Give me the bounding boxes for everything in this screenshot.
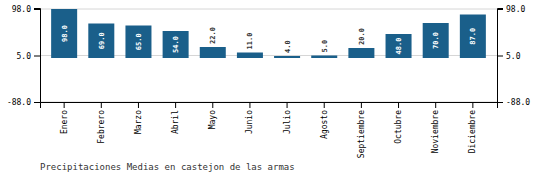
x-tick: Marzo <box>134 102 143 134</box>
grid <box>40 9 497 102</box>
tick-label: Diciembre <box>468 110 477 154</box>
tick-mark <box>34 56 40 57</box>
bar <box>386 34 412 58</box>
bar <box>51 9 77 58</box>
tick-label: Junio <box>245 110 254 134</box>
data-label: 65.0 <box>135 33 143 50</box>
x-tick: Octubre <box>394 102 403 144</box>
bar <box>311 56 337 59</box>
data-label: 11.0 <box>246 33 254 50</box>
title: Precipitaciones Medias en castejon de la… <box>40 162 295 172</box>
tick-label: -88.0 <box>506 98 530 107</box>
x-tick: Diciembre <box>468 102 477 153</box>
tick-mark <box>101 102 102 108</box>
y-tick: 5.0 <box>17 52 40 61</box>
axis-line <box>41 103 498 109</box>
bar <box>88 24 114 59</box>
data-label: 48.0 <box>395 38 403 55</box>
data-label: 5.0 <box>321 40 329 53</box>
axis-line <box>498 9 504 103</box>
grid-line <box>40 9 497 10</box>
tick-label: Septiembre <box>357 110 366 158</box>
tick-mark <box>324 102 325 108</box>
tick-mark <box>34 102 40 103</box>
y-axis: -88.0 5.0 98.0 <box>7 5 41 107</box>
tick-label: Mayo <box>208 110 217 129</box>
bar <box>125 26 151 59</box>
data-label: 70.0 <box>432 32 440 49</box>
y2-axis: -88.0 5.0 98.0 <box>497 5 530 107</box>
tick-mark <box>497 56 503 57</box>
x-tick: Agosto <box>320 102 329 139</box>
chart: 98.0 69.0 65.0 54.0 22.0 11.0 4.0 5.0 20.0 48.0 70… <box>0 0 537 174</box>
tick-label: Noviembre <box>431 110 440 154</box>
x-tick: Noviembre <box>431 102 440 153</box>
axis-line <box>34 9 41 103</box>
y-tick: 98.0 <box>12 5 40 14</box>
tick-mark <box>472 102 473 108</box>
tick-label: Enero <box>60 110 69 134</box>
plot: 98.0 69.0 65.0 54.0 22.0 11.0 4.0 5.0 20.0 48.0 70… <box>7 5 530 158</box>
x-tick: Mayo <box>208 102 217 129</box>
tick-label: Julio <box>283 110 292 134</box>
tick-label: Marzo <box>134 110 143 134</box>
x-tick: Febrero <box>97 102 106 144</box>
tick-mark <box>249 102 250 108</box>
x-tick: Abril <box>171 102 180 134</box>
tick-mark <box>361 102 362 108</box>
bar <box>274 56 300 58</box>
tick-label: Abril <box>171 110 180 134</box>
bar <box>163 31 189 58</box>
x-axis: Enero Febrero Marzo Abril Mayo Junio Julio Agos… <box>41 102 498 158</box>
x-tick: Septiembre <box>357 102 366 158</box>
tick-mark <box>287 102 288 108</box>
tick-mark <box>138 102 139 108</box>
data-label: 87.0 <box>469 28 477 45</box>
tick-mark <box>34 9 40 10</box>
data-label: 4.0 <box>284 40 292 53</box>
tick-mark <box>64 102 65 108</box>
y2-tick: 5.0 <box>497 52 521 61</box>
bar <box>460 15 486 59</box>
tick-label: Agosto <box>320 110 329 139</box>
bar <box>423 23 449 58</box>
tick-label: Febrero <box>97 110 106 144</box>
bar <box>348 48 374 58</box>
tick-label: 98.0 <box>506 5 525 14</box>
x-tick: Enero <box>60 102 69 134</box>
data-label: 98.0 <box>61 25 69 42</box>
data-labels: 98.0 69.0 65.0 54.0 22.0 11.0 4.0 5.0 20.0 48.0 70… <box>61 25 478 54</box>
tick-label: -88.0 <box>7 98 31 107</box>
tick-label: Octubre <box>394 110 403 144</box>
tick-label: 5.0 <box>17 52 32 61</box>
tick-mark <box>175 102 176 108</box>
y2-tick: 98.0 <box>497 5 525 14</box>
tick-mark <box>435 102 436 108</box>
bar <box>200 47 226 58</box>
bar <box>237 53 263 59</box>
bars <box>51 9 486 58</box>
tick-mark <box>398 102 399 108</box>
x-tick: Junio <box>245 102 254 134</box>
y-tick: -88.0 <box>7 98 40 107</box>
data-label: 69.0 <box>98 32 106 49</box>
data-label: 20.0 <box>358 28 366 45</box>
data-label: 22.0 <box>209 27 217 44</box>
y2-tick: -88.0 <box>497 98 530 107</box>
x-tick: Julio <box>283 102 292 134</box>
tick-mark <box>497 9 503 10</box>
tick-mark <box>212 102 213 108</box>
tick-label: 98.0 <box>12 5 31 14</box>
data-label: 54.0 <box>172 36 180 53</box>
tick-label: 5.0 <box>506 52 521 61</box>
